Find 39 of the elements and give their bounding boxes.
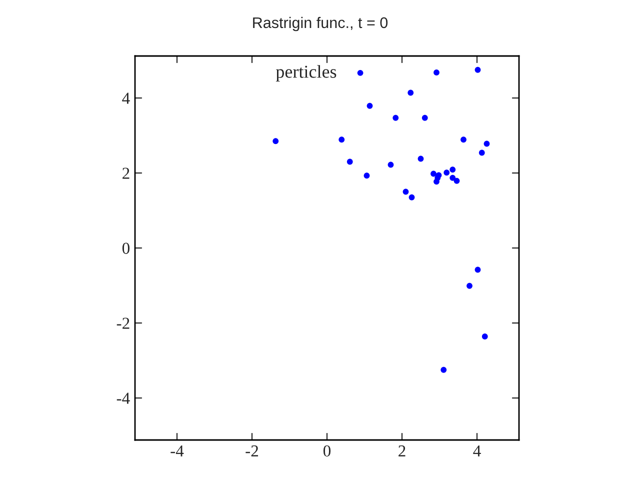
point xyxy=(366,102,373,109)
x-tick-label: -4 xyxy=(170,445,184,456)
x-tick-label: 4 xyxy=(473,445,481,456)
chart-title: Rastrigin func., t = 0 xyxy=(253,16,388,32)
point xyxy=(346,158,353,165)
point xyxy=(388,162,394,168)
point xyxy=(482,334,488,340)
point xyxy=(450,166,456,173)
point xyxy=(434,70,440,76)
point xyxy=(408,194,415,200)
legend-label: perticles xyxy=(276,65,336,82)
point xyxy=(484,140,490,147)
y-tick-label: 4 xyxy=(122,92,130,104)
point xyxy=(436,172,442,178)
point xyxy=(444,170,450,176)
x-tick-label: 0 xyxy=(323,445,331,457)
point xyxy=(454,178,460,184)
point xyxy=(364,172,370,179)
point xyxy=(422,114,428,121)
x-tick-label: -2 xyxy=(246,445,258,456)
y-tick-label: -4 xyxy=(116,392,130,404)
point xyxy=(440,366,447,373)
point xyxy=(460,136,466,143)
point xyxy=(478,150,485,156)
point xyxy=(474,66,481,73)
y-tick-label: -2 xyxy=(116,318,130,329)
point xyxy=(430,170,436,177)
y-tick-label: 2 xyxy=(122,168,130,179)
x-tick-label: 2 xyxy=(398,445,406,456)
point xyxy=(392,114,399,121)
y-tick-label: 0 xyxy=(122,242,130,254)
point xyxy=(474,266,481,273)
point xyxy=(450,174,456,181)
point xyxy=(408,90,414,96)
point xyxy=(338,136,345,143)
point xyxy=(272,138,279,144)
point xyxy=(466,282,472,289)
point xyxy=(402,188,409,195)
point xyxy=(418,156,424,162)
